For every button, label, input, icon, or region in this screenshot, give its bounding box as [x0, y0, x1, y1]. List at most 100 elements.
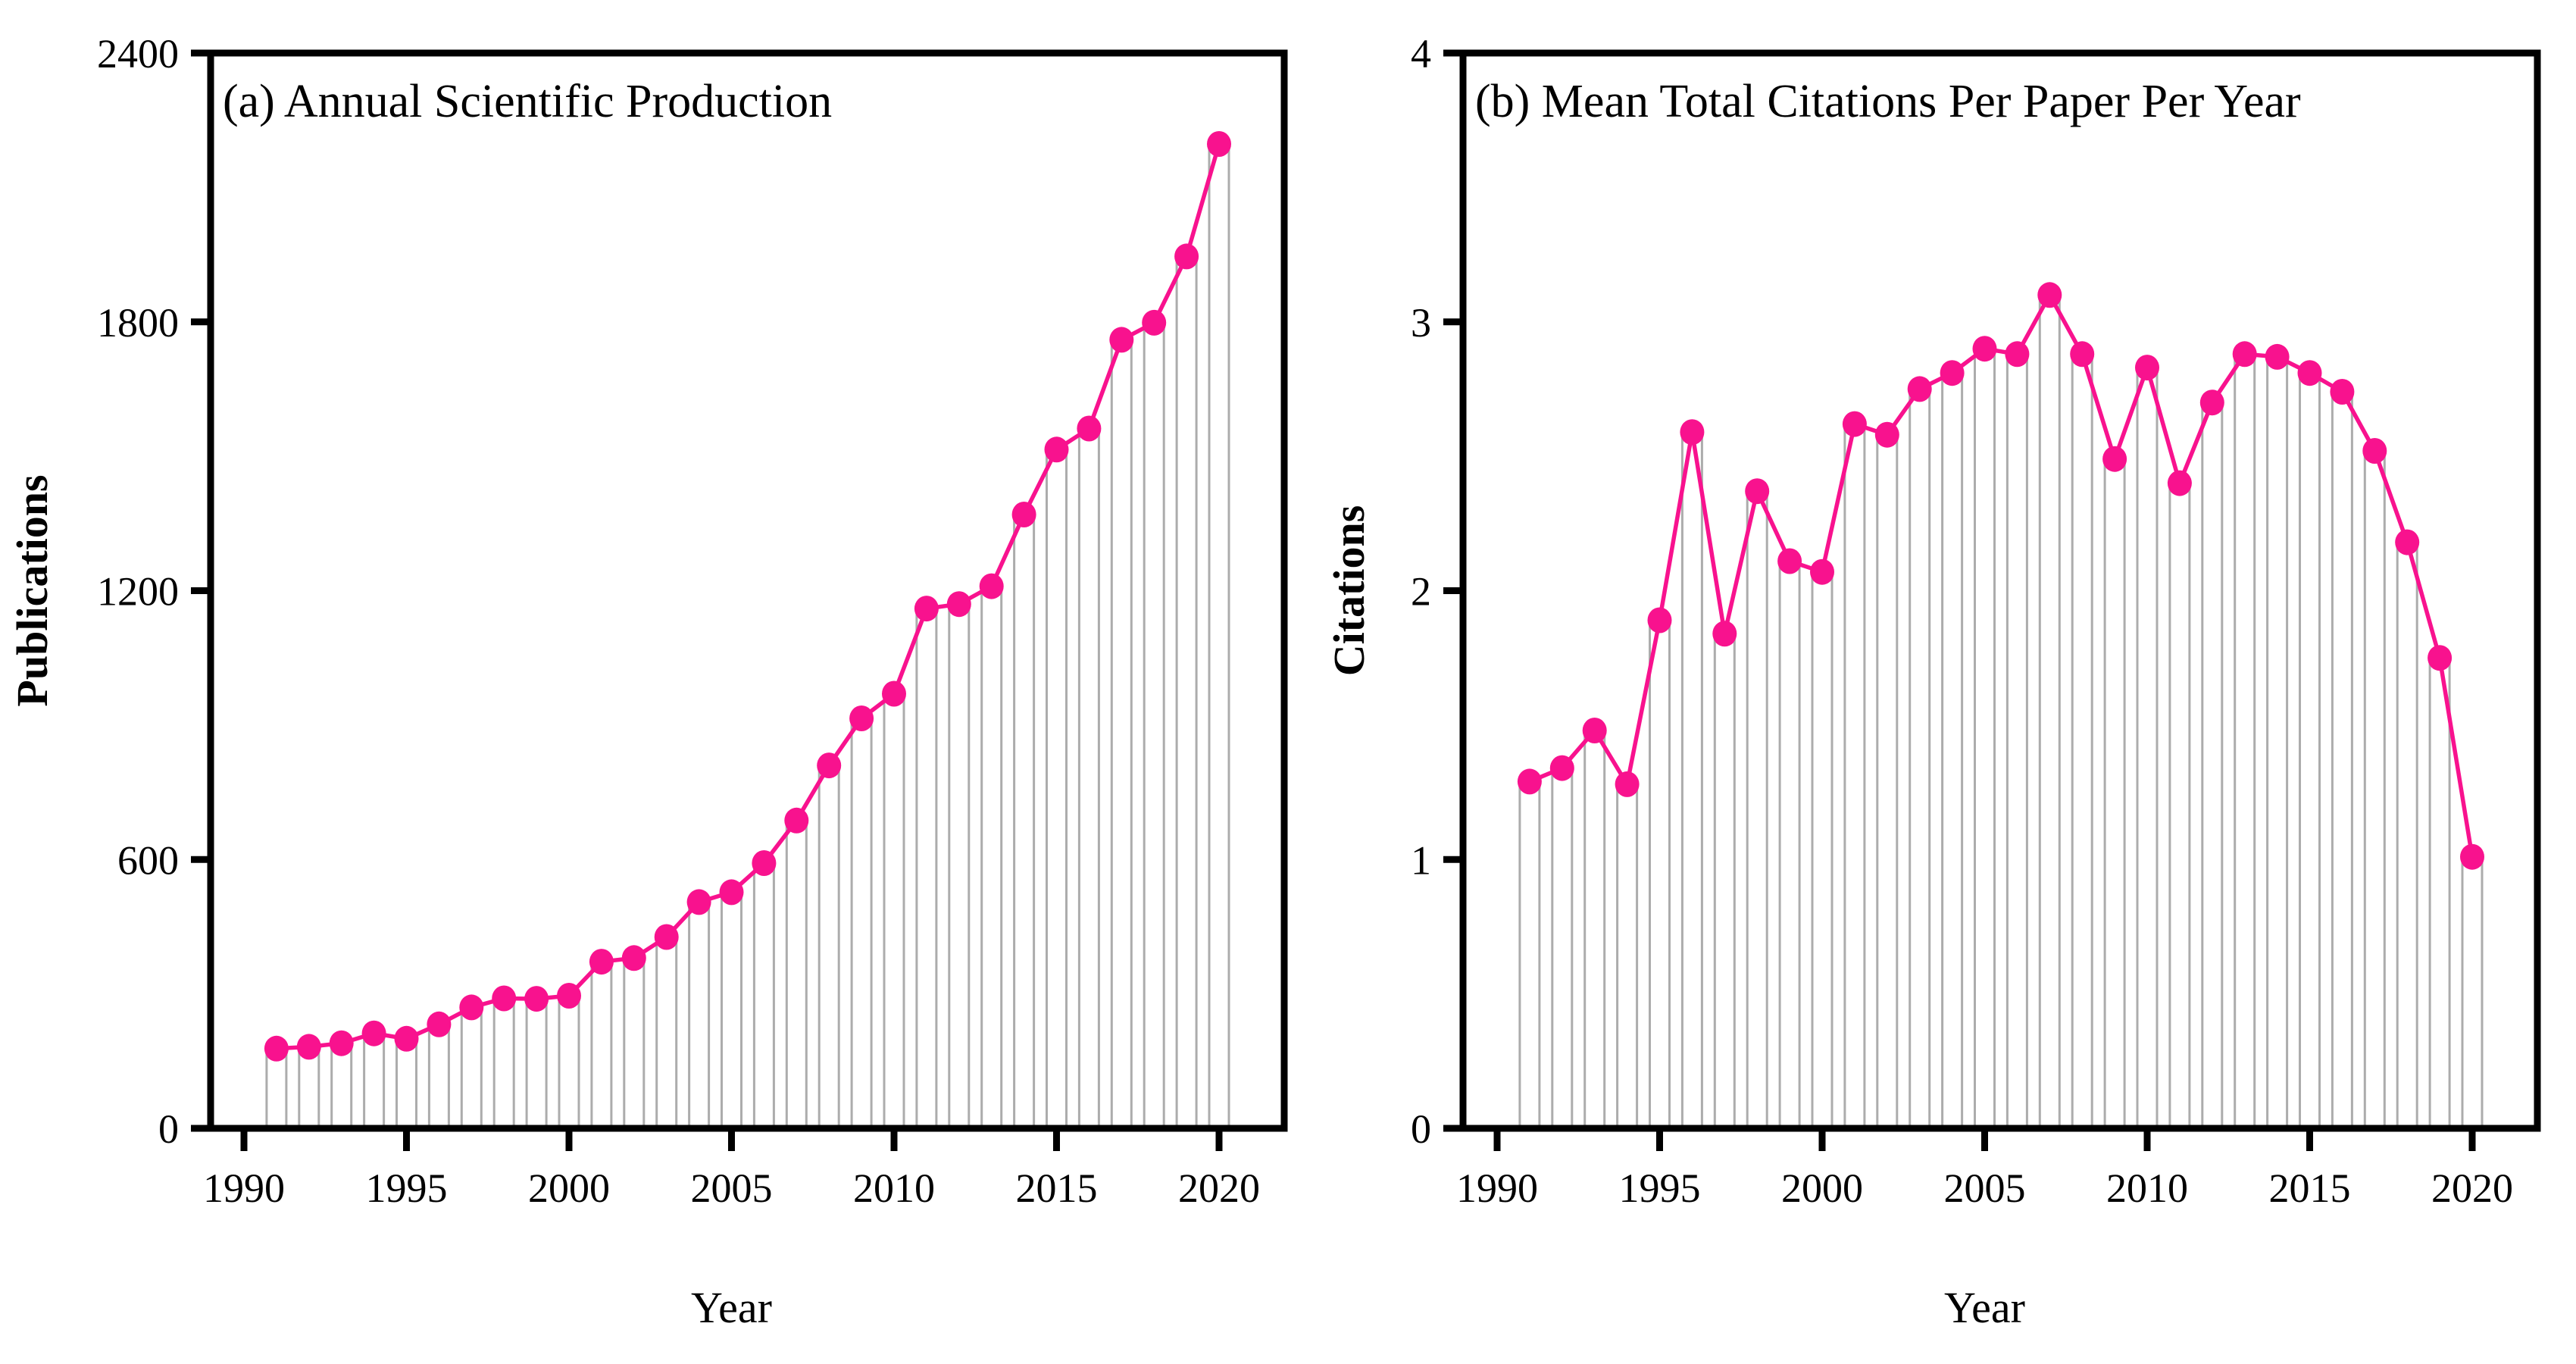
data-point-markers-group — [1517, 282, 2484, 870]
stem-bar-2000 — [558, 994, 580, 1130]
stem-bar-2019 — [2428, 656, 2451, 1130]
panel-b-mean-total-citations: 0 1 2 3 4 1990 1995 2000 2005 2010 2015 2020 (b) Mea… — [1324, 31, 2541, 1332]
data-point-marker-2002 — [1874, 421, 1899, 448]
y-tick-label-1: 1 — [1411, 837, 1431, 883]
stem-bar-2014 — [1013, 513, 1036, 1130]
x-tick-label-2005: 2005 — [1944, 1165, 2026, 1211]
stem-bar-1994 — [1616, 783, 1639, 1130]
data-point-marker-2007 — [784, 807, 809, 834]
y-axis-ticks-group: 0 600 1200 1800 2400 — [97, 31, 209, 1152]
x-axis-ticks-group: 1990 1995 2000 2005 2010 2015 2020 — [1456, 1130, 2513, 1211]
stem-bar-1996 — [1680, 430, 1703, 1130]
data-point-marker-2016 — [2330, 379, 2355, 405]
y-tick-label-4: 4 — [1411, 31, 1431, 77]
data-point-marker-2009 — [2102, 446, 2127, 472]
data-point-marker-2019 — [1174, 243, 1199, 270]
x-tick-label-2015: 2015 — [2269, 1165, 2351, 1211]
stem-bar-1999 — [1778, 560, 1801, 1130]
data-point-marker-2010 — [2135, 355, 2159, 381]
stem-bar-2013 — [2234, 352, 2256, 1130]
data-point-marker-1996 — [1680, 419, 1705, 446]
stem-bar-2001 — [1843, 423, 1866, 1130]
data-point-marker-1993 — [329, 1030, 354, 1056]
x-axis-ticks-group: 1990 1995 2000 2005 2010 2015 2020 — [203, 1130, 1260, 1211]
data-point-marker-1991 — [264, 1035, 289, 1062]
data-point-marker-2020 — [2460, 843, 2484, 870]
x-tick-label-2015: 2015 — [1016, 1165, 1098, 1211]
stem-bar-1996 — [427, 1023, 450, 1130]
stem-bar-2007 — [2038, 293, 2061, 1130]
stem-bar-2003 — [1909, 387, 1931, 1130]
data-point-marker-2014 — [1011, 502, 1036, 527]
data-point-marker-2001 — [1842, 411, 1867, 437]
x-axis-label-a: Year — [691, 1283, 772, 1332]
y-tick-label-1200: 1200 — [97, 569, 179, 615]
stem-bar-1992 — [1551, 767, 1574, 1130]
stem-bars-group — [265, 142, 1230, 1130]
data-point-marker-2017 — [2362, 438, 2387, 464]
stem-bar-2020 — [1208, 142, 1230, 1130]
stem-bar-2009 — [850, 717, 873, 1130]
data-point-marker-2015 — [2297, 360, 2322, 386]
stem-bar-1994 — [363, 1032, 386, 1130]
trend-line — [1527, 293, 2474, 859]
stem-bar-1997 — [1713, 632, 1736, 1130]
data-point-marker-1999 — [524, 986, 549, 1012]
stem-bar-2012 — [2201, 401, 2224, 1130]
y-tick-label-3: 3 — [1411, 300, 1431, 346]
data-point-marker-2003 — [1907, 376, 1932, 402]
stem-bar-2004 — [688, 900, 711, 1130]
x-tick-label-1990: 1990 — [203, 1165, 285, 1211]
data-point-marker-2008 — [817, 752, 842, 779]
stem-bar-2010 — [2136, 366, 2159, 1130]
data-point-marker-2012 — [946, 591, 971, 618]
stem-bar-2002 — [623, 956, 646, 1130]
data-point-markers-group — [264, 131, 1231, 1062]
data-point-marker-2003 — [654, 924, 679, 950]
data-point-marker-2006 — [2005, 341, 2030, 368]
data-point-marker-2009 — [849, 705, 874, 731]
stem-bar-1995 — [395, 1037, 417, 1130]
stem-bar-2016 — [2331, 390, 2353, 1130]
data-point-marker-2005 — [1972, 336, 1997, 362]
plot-frame — [207, 49, 1288, 1132]
stem-bar-2011 — [2168, 482, 2191, 1130]
data-point-marker-2017 — [1109, 327, 1134, 353]
stem-bar-2020 — [2461, 856, 2484, 1130]
x-tick-label-2010: 2010 — [2106, 1165, 2188, 1211]
stem-bar-2004 — [1941, 371, 1964, 1130]
data-point-marker-1994 — [361, 1020, 386, 1046]
stem-bar-2007 — [785, 819, 808, 1130]
stem-bar-2017 — [2363, 449, 2386, 1130]
data-point-marker-2013 — [979, 573, 1004, 599]
stem-bar-2010 — [883, 693, 905, 1130]
data-point-marker-2011 — [2167, 470, 2192, 496]
stem-bar-2003 — [655, 936, 678, 1130]
panel-a-annual-scientific-production: 0 600 1200 1800 2400 1990 1995 2000 2005 2010 2015… — [8, 31, 1288, 1332]
data-point-marker-1993 — [1582, 718, 1607, 743]
x-tick-label-1995: 1995 — [366, 1165, 448, 1211]
x-tick-label-2000: 2000 — [528, 1165, 610, 1211]
data-point-marker-1991 — [1517, 768, 1542, 795]
stem-bar-2005 — [721, 890, 742, 1130]
stem-bar-2005 — [1974, 347, 1996, 1130]
stem-bar-2009 — [2103, 458, 2126, 1130]
data-point-marker-2010 — [882, 680, 906, 707]
data-point-marker-2011 — [914, 596, 939, 622]
x-tick-label-2005: 2005 — [691, 1165, 773, 1211]
y-tick-label-0: 0 — [158, 1106, 179, 1152]
stem-bar-2018 — [1143, 321, 1165, 1130]
stem-bar-2008 — [2071, 352, 2093, 1130]
panel-a-title: (a) Annual Scientific Production — [223, 76, 832, 127]
data-point-marker-2008 — [2070, 341, 2095, 368]
y-axis-label-a: Publications — [8, 474, 57, 706]
data-point-marker-1998 — [492, 985, 517, 1012]
y-axis-label-b: Citations — [1324, 505, 1374, 677]
y-axis-ticks-group: 0 1 2 3 4 — [1411, 31, 1462, 1152]
stem-bar-2016 — [1077, 427, 1100, 1130]
data-point-marker-2002 — [621, 945, 646, 971]
y-tick-label-600: 600 — [117, 837, 179, 883]
stem-bar-1999 — [525, 997, 548, 1130]
